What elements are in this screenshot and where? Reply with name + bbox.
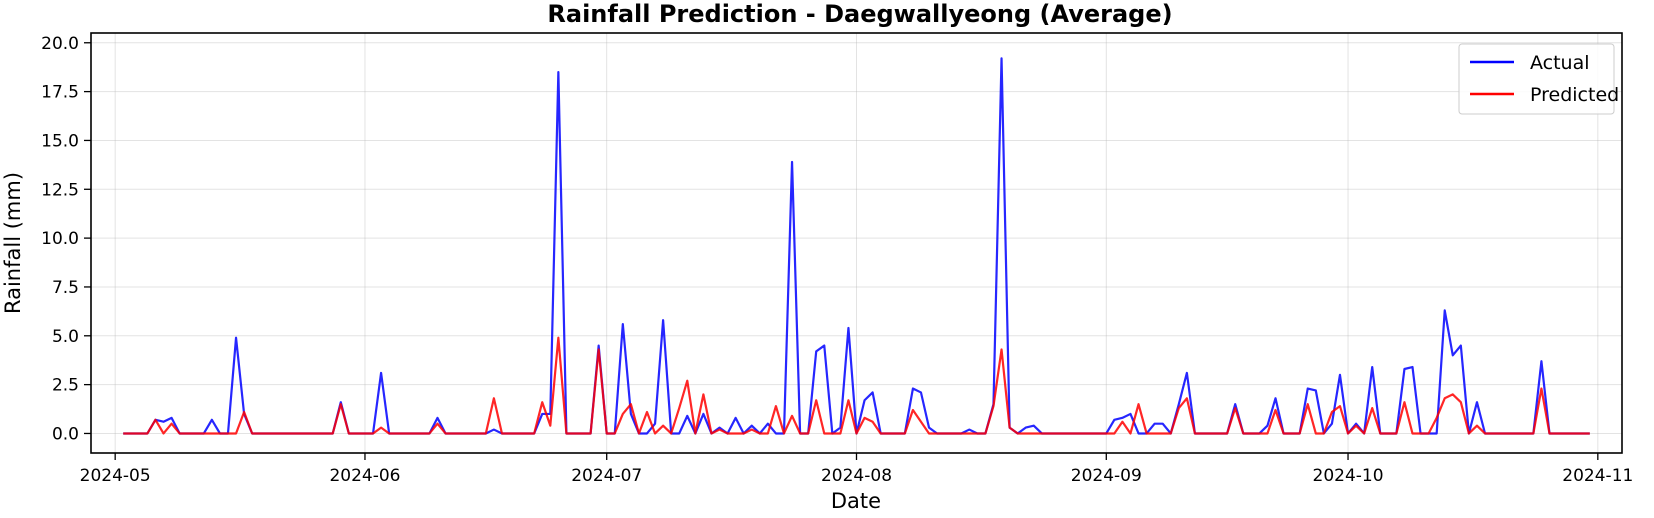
x-tick-label: 2024-09 [1071,466,1142,486]
y-tick-label: 7.5 [52,278,79,298]
series-line-predicted [123,336,1590,435]
grid [91,33,1622,453]
x-tick-label: 2024-08 [821,466,892,486]
series-lines [123,57,1590,435]
legend: Actual Predicted [1458,43,1619,115]
y-tick-label: 5.0 [52,327,79,347]
legend-label-predicted: Predicted [1530,84,1619,106]
x-axis-label: Date [831,489,881,513]
y-tick-label: 20.0 [41,34,79,54]
x-tick-label: 2024-11 [1562,466,1633,486]
y-tick-label: 0.0 [52,424,79,444]
y-tick-label: 2.5 [52,376,79,396]
y-axis-label: Rainfall (mm) [1,172,25,314]
y-tick-label: 10.0 [41,229,79,249]
y-tick-label: 15.0 [41,131,79,151]
y-tick-label: 12.5 [41,180,79,200]
y-tick-label: 17.5 [41,83,79,103]
x-tick-label: 2024-07 [571,466,642,486]
legend-label-actual: Actual [1530,52,1590,74]
x-axis-ticks: 2024-05 2024-06 2024-07 2024-08 2024-09 2024-… [80,453,1633,486]
x-tick-label: 2024-10 [1313,466,1384,486]
chart-title: Rainfall Prediction - Daegwallyeong (Ave… [547,0,1172,28]
y-axis-ticks: 0.0 2.5 5.0 7.5 10.0 12.5 15.0 17.5 20.0 [41,34,91,444]
x-tick-label: 2024-05 [80,466,151,486]
x-tick-label: 2024-06 [329,466,400,486]
